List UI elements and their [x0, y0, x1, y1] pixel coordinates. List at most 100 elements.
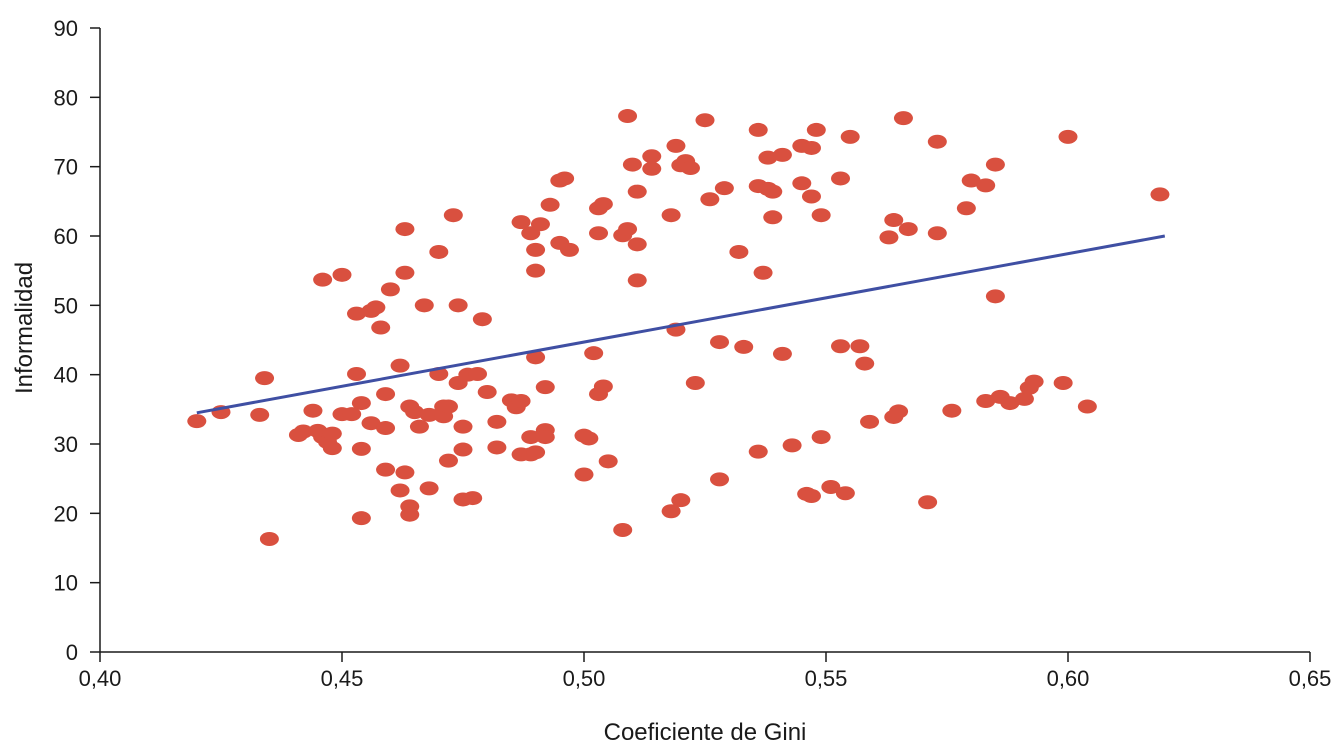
data-point: [255, 371, 275, 386]
data-point: [376, 387, 396, 402]
data-point: [893, 111, 913, 126]
data-point: [985, 289, 1005, 304]
data-point: [487, 440, 507, 455]
data-point: [448, 298, 468, 313]
data-point: [405, 405, 425, 420]
data-point: [390, 483, 410, 498]
data-point: [976, 178, 996, 193]
data-point: [613, 522, 633, 537]
trendline: [196, 234, 1166, 415]
data-point: [763, 210, 783, 225]
data-point: [695, 113, 715, 128]
data-point: [535, 380, 555, 395]
data-point: [347, 366, 367, 381]
data-point: [322, 426, 342, 441]
data-point: [250, 407, 270, 422]
data-point: [811, 430, 831, 445]
data-point: [419, 481, 439, 496]
data-point: [366, 300, 386, 315]
data-point: [855, 356, 875, 371]
data-point: [927, 226, 947, 241]
x-axis-title: Coeficiente de Gini: [604, 719, 807, 745]
data-point: [622, 157, 642, 172]
data-point: [748, 122, 768, 137]
y-tick-label: 80: [54, 85, 78, 110]
data-point: [395, 265, 415, 280]
data-point: [303, 403, 323, 418]
data-point: [685, 375, 705, 390]
data-point: [976, 394, 996, 409]
data-point: [453, 419, 473, 434]
y-axis: 0 10 20 30 40 50 60 70 80 90: [54, 16, 101, 665]
data-point: [1014, 391, 1034, 406]
data-point: [710, 472, 730, 487]
data-point: [419, 407, 439, 422]
data-point: [927, 134, 947, 149]
data-point: [792, 176, 812, 191]
data-point: [661, 208, 681, 223]
data-point: [463, 491, 483, 506]
data-point: [782, 438, 802, 453]
data-point: [758, 150, 778, 165]
y-tick-label: 10: [54, 571, 78, 596]
data-point: [559, 242, 579, 257]
data-point: [598, 454, 618, 469]
data-point: [642, 161, 662, 176]
data-point: [618, 222, 638, 237]
data-point: [850, 339, 870, 354]
y-tick-label: 50: [54, 293, 78, 318]
data-point: [390, 358, 410, 373]
data-point: [526, 263, 546, 278]
data-point: [772, 147, 792, 162]
data-point: [618, 109, 638, 124]
data-point: [400, 507, 420, 522]
data-point: [293, 424, 313, 439]
data-point: [671, 493, 691, 508]
data-point: [589, 226, 609, 241]
data-point: [429, 244, 449, 259]
data-point: [453, 442, 473, 457]
data-point: [472, 312, 492, 327]
data-point: [1058, 129, 1078, 144]
data-point: [884, 213, 904, 228]
data-point: [642, 149, 662, 164]
data-point: [1077, 399, 1097, 414]
data-point: [627, 273, 647, 288]
data-point: [477, 385, 497, 399]
data-point: [535, 430, 555, 445]
data-point: [961, 173, 981, 188]
data-point: [811, 208, 831, 223]
data-point: [322, 441, 342, 456]
data-point: [347, 306, 367, 321]
x-axis: 0,40 0,45 0,50 0,55 0,60 0,65: [79, 651, 1332, 691]
data-point: [342, 407, 362, 422]
data-point: [376, 421, 396, 436]
data-point: [380, 282, 400, 297]
data-point: [918, 495, 938, 510]
data-point: [714, 181, 734, 196]
data-point: [259, 531, 279, 546]
data-point: [898, 222, 918, 237]
data-point: [555, 171, 575, 186]
data-point: [395, 465, 415, 480]
data-point: [593, 379, 613, 394]
data-point: [443, 208, 463, 223]
data-point: [1053, 375, 1073, 390]
data-point: [821, 479, 841, 494]
data-point: [889, 404, 909, 419]
data-point: [187, 414, 207, 429]
data-point: [526, 350, 546, 365]
data-point: [526, 445, 546, 460]
x-tick-label: 0,65: [1289, 666, 1332, 691]
y-tick-label: 40: [54, 363, 78, 388]
x-tick-label: 0,50: [563, 666, 606, 691]
data-point: [395, 222, 415, 237]
data-point: [835, 486, 855, 501]
x-tick-label: 0,60: [1047, 666, 1090, 691]
y-axis-title: Informalidad: [11, 262, 38, 394]
data-point: [729, 244, 749, 259]
data-points: [187, 109, 1170, 546]
data-point: [487, 414, 507, 429]
data-point: [376, 462, 396, 477]
